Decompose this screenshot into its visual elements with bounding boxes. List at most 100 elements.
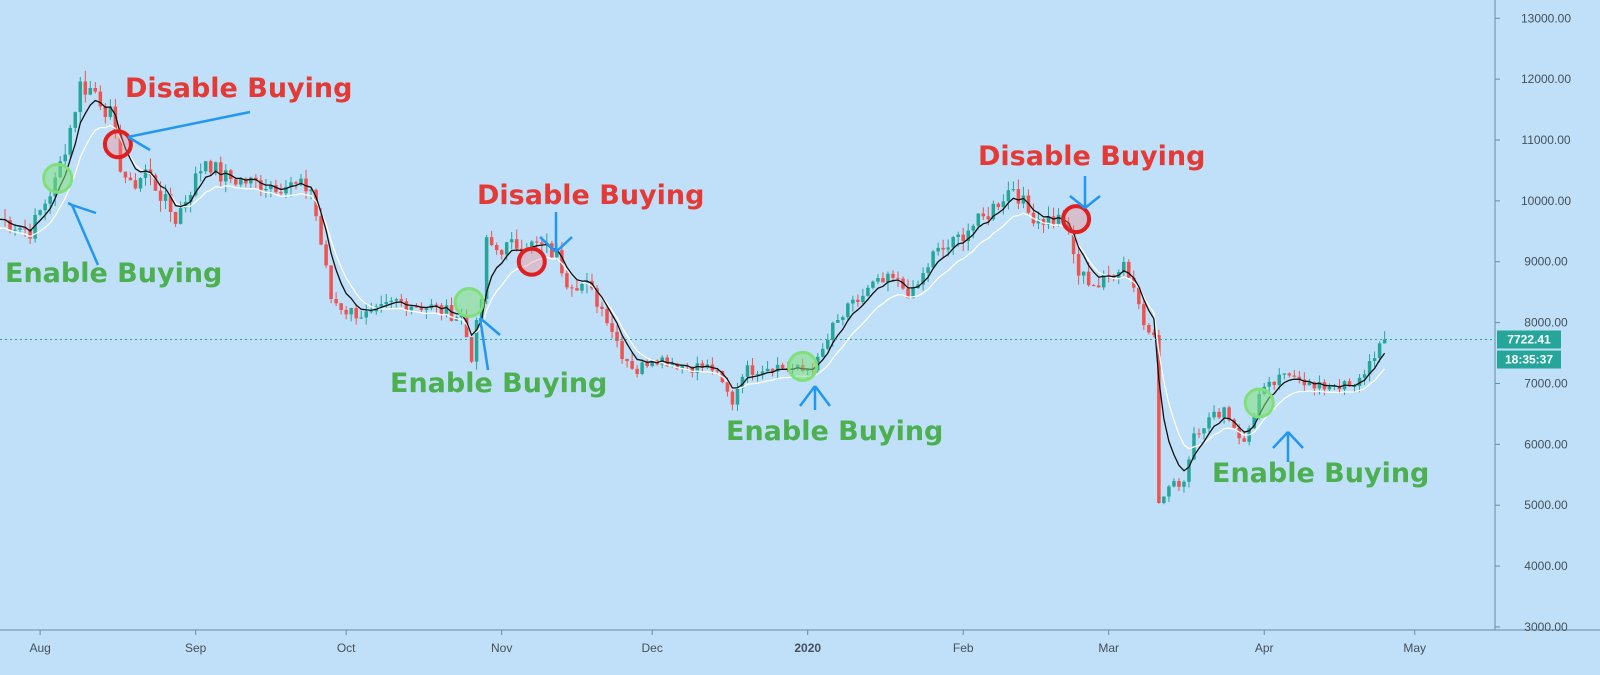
x-tick-label: 2020: [794, 641, 821, 655]
y-tick-label: 5000.00: [1524, 498, 1568, 512]
candle-down: [700, 363, 705, 368]
annotation-arrow-shaft: [70, 204, 100, 266]
candle-down: [514, 239, 519, 249]
candle-up: [640, 362, 644, 374]
candle-down: [304, 178, 308, 192]
candle-up: [1011, 189, 1016, 191]
candle-up: [213, 162, 218, 173]
candle-down: [625, 359, 629, 362]
candle-up: [239, 178, 243, 185]
candle-up: [991, 203, 996, 220]
candle-down: [906, 288, 910, 299]
candle-down: [469, 337, 474, 362]
candle-up: [474, 320, 479, 362]
disable-signal-circle: [516, 246, 547, 277]
candle-down: [780, 364, 785, 369]
candle-down: [981, 213, 986, 217]
candle-up: [911, 287, 915, 299]
annotation-arrow-head: [539, 236, 557, 253]
x-tick-label: Feb: [953, 641, 974, 655]
candle-up: [394, 299, 399, 301]
candle-up: [1006, 190, 1011, 202]
candle-up: [484, 237, 489, 299]
candle-down: [1232, 419, 1236, 428]
candle-up: [193, 173, 198, 196]
candle-down: [8, 220, 12, 230]
candle-down: [1147, 325, 1151, 333]
candle-down: [1302, 379, 1307, 386]
candle-down: [494, 245, 499, 251]
candle-down: [1086, 271, 1091, 286]
x-tick-label: Sep: [185, 641, 207, 655]
candle-down: [986, 216, 991, 220]
candle-up: [650, 360, 654, 367]
candle-up: [1101, 274, 1106, 288]
candle-down: [279, 192, 283, 194]
candle-down: [715, 370, 720, 372]
candle-down: [1142, 304, 1146, 326]
y-tick-label: 8000.00: [1524, 316, 1568, 330]
candle-down: [23, 228, 27, 230]
candle-up: [966, 230, 970, 242]
candle-down: [234, 179, 238, 185]
candle-up: [826, 339, 830, 349]
enable-signal-circle: [1243, 387, 1275, 419]
candle-up: [1372, 358, 1377, 362]
candle-down: [314, 189, 318, 217]
candle-up: [1182, 481, 1186, 487]
candle-down: [334, 299, 338, 304]
candle-down: [1297, 376, 1302, 380]
candle-down: [1041, 219, 1046, 225]
candle-down: [730, 391, 735, 405]
candle-up: [765, 368, 770, 372]
candle-up: [530, 241, 534, 251]
annotation-arrow-head: [67, 201, 73, 207]
candle-up: [871, 281, 875, 288]
x-tick-label: Apr: [1255, 641, 1274, 655]
y-tick-label: 7000.00: [1524, 376, 1568, 390]
enable-signal-circle: [453, 287, 485, 319]
candle-down: [615, 331, 619, 342]
candle-up: [108, 106, 113, 118]
candle-up: [926, 267, 930, 273]
candle-down: [600, 306, 604, 310]
candle-down: [294, 182, 298, 184]
candle-up: [951, 236, 955, 248]
annotation-arrow-head: [127, 135, 151, 152]
candle-up: [1367, 361, 1372, 375]
candle-down: [635, 368, 639, 374]
candle-down: [404, 301, 409, 311]
candle-up: [1362, 374, 1367, 378]
candle-up: [876, 278, 880, 282]
disable-signal-circle: [102, 129, 133, 160]
candle-down: [339, 303, 343, 310]
candle-down: [259, 180, 263, 191]
candle-down: [123, 171, 128, 178]
candle-down: [173, 211, 178, 224]
candle-down: [1292, 375, 1297, 377]
candle-down: [1347, 381, 1352, 387]
candles-group: [3, 70, 1387, 505]
candle-up: [1046, 216, 1051, 225]
candle-down: [128, 177, 133, 181]
candle-up: [851, 299, 855, 304]
slow-moving-average-line: [0, 124, 1386, 450]
candle-down: [1076, 254, 1081, 276]
candle-up: [956, 234, 960, 237]
candle-up: [1036, 219, 1041, 224]
candle-up: [198, 171, 203, 174]
enable-signal-circle: [787, 350, 819, 382]
candle-up: [1212, 411, 1216, 418]
candle-down: [329, 265, 333, 300]
candle-down: [1137, 287, 1141, 305]
candle-down: [254, 177, 258, 181]
candle-up: [143, 169, 148, 179]
candle-up: [775, 364, 780, 372]
candle-down: [244, 178, 248, 184]
last-price-tag: [1497, 330, 1561, 349]
candle-down: [1312, 382, 1317, 389]
candle-up: [680, 365, 685, 369]
candle-up: [735, 388, 740, 405]
